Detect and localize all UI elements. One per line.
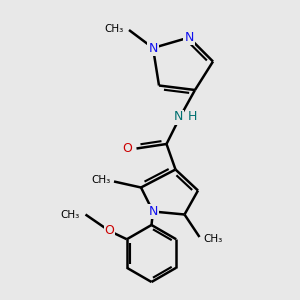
Text: CH₃: CH₃ [104,23,124,34]
Text: O: O [105,224,114,238]
Text: CH₃: CH₃ [91,175,110,185]
Text: H: H [188,110,197,124]
Text: O: O [122,142,132,155]
Text: N: N [184,31,194,44]
Text: N: N [148,41,158,55]
Text: N: N [148,205,158,218]
Text: N: N [174,110,183,124]
Text: CH₃: CH₃ [61,209,80,220]
Text: CH₃: CH₃ [203,233,222,244]
